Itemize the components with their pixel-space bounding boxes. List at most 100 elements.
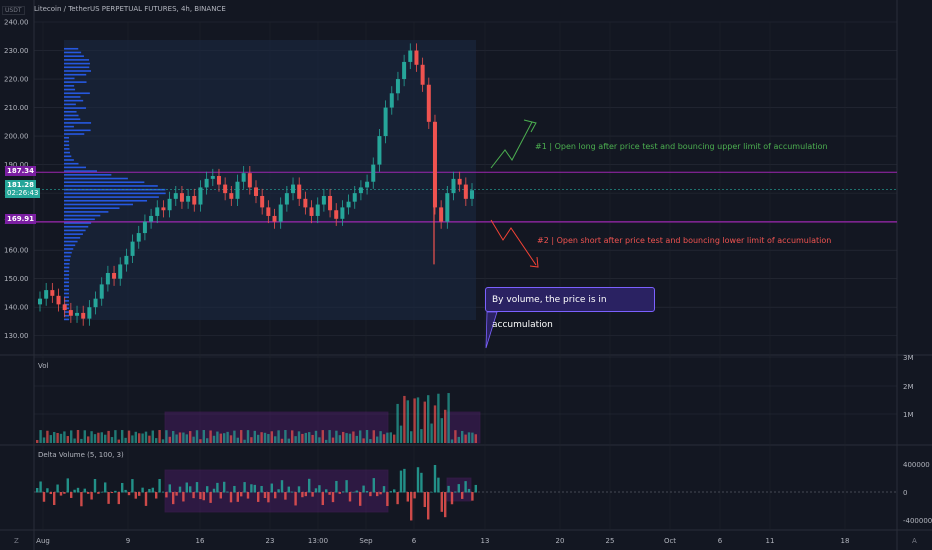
delta-bar: [107, 492, 109, 504]
candle-body: [427, 85, 431, 122]
candle-body: [81, 313, 85, 319]
volume-profile-bar: [64, 207, 119, 209]
delta-tick-label: 400000: [903, 461, 930, 469]
volume-bar: [237, 438, 239, 443]
auto-scale-button[interactable]: A: [912, 537, 917, 545]
volume-bar: [182, 433, 184, 443]
candle-body: [161, 207, 165, 210]
delta-accumulation-box: [165, 470, 388, 512]
delta-bar: [257, 492, 259, 502]
volume-bar: [271, 431, 273, 443]
countdown-label: 02:26:43: [5, 188, 40, 198]
delta-bar: [461, 492, 463, 499]
delta-bar: [243, 482, 245, 492]
volume-bar: [373, 430, 375, 443]
zoom-corner-button[interactable]: Z: [14, 537, 19, 545]
candle-body: [112, 273, 116, 279]
delta-bar: [407, 492, 409, 502]
candle-body: [266, 207, 270, 216]
x-tick-label: Oct: [664, 537, 676, 545]
delta-bar: [226, 492, 228, 493]
delta-bar: [475, 485, 477, 493]
volume-profile-bar: [64, 144, 69, 146]
volume-bar: [223, 433, 225, 443]
candle-body: [137, 233, 141, 242]
volume-bar: [342, 432, 344, 443]
delta-bar: [274, 492, 276, 498]
volume-bar: [169, 437, 171, 443]
vol-tick-label: 3M: [903, 354, 914, 362]
volume-profile-bar: [64, 289, 69, 291]
delta-bar: [169, 484, 171, 492]
volume-bar: [101, 432, 103, 443]
delta-bar: [390, 491, 392, 492]
volume-profile-bar: [64, 241, 78, 243]
volume-profile-bar: [64, 263, 70, 265]
delta-bar: [376, 492, 378, 496]
volume-bar: [339, 435, 341, 443]
delta-bar: [386, 492, 388, 506]
volume-bar: [451, 439, 453, 443]
volume-bar: [298, 431, 300, 443]
volume-bar: [250, 437, 252, 443]
x-tick-label: Sep: [359, 537, 373, 545]
volume-bar: [441, 418, 443, 443]
delta-bar: [444, 492, 446, 517]
volume-profile-bar: [64, 174, 111, 176]
chart-title: Litecoin / TetherUS PERPETUAL FUTURES, 4…: [34, 5, 226, 13]
candle-body: [390, 93, 394, 107]
volume-bar: [36, 440, 38, 443]
volume-profile-bar: [64, 267, 69, 269]
volume-bar: [53, 432, 55, 443]
delta-bar: [349, 492, 351, 501]
delta-bar: [141, 488, 143, 493]
volume-bar: [260, 432, 262, 443]
volume-bar: [437, 394, 439, 443]
candle-body: [445, 193, 449, 222]
delta-bar: [417, 467, 419, 492]
volume-bar: [141, 434, 143, 443]
volume-bar: [424, 402, 426, 443]
volume-bar: [454, 430, 456, 443]
x-tick-label: 6: [718, 537, 723, 545]
volume-profile-bar: [64, 111, 77, 113]
candle-body: [377, 136, 381, 165]
delta-bar: [267, 492, 269, 502]
delta-bar: [104, 482, 106, 492]
candle-body: [310, 207, 314, 216]
volume-bar: [138, 433, 140, 443]
volume-bar: [114, 430, 116, 443]
candle-body: [451, 179, 455, 193]
volume-profile-bar: [64, 92, 90, 94]
candle-body: [69, 310, 73, 316]
volume-bar: [111, 437, 113, 443]
volume-bar: [186, 434, 188, 443]
volume-profile-bar: [64, 293, 69, 295]
volume-profile-bar: [64, 48, 78, 50]
volume-bar: [155, 438, 157, 443]
x-tick-label: 23: [266, 537, 275, 545]
short-annotation: #2 | Open short after price test and bou…: [537, 236, 831, 245]
candle-body: [254, 187, 258, 196]
currency-label: USDT: [2, 6, 25, 15]
candle-body: [279, 205, 283, 222]
candle-body: [205, 179, 209, 188]
candle-body: [285, 193, 289, 204]
volume-bar: [158, 430, 160, 443]
volume-profile-bar: [64, 233, 83, 235]
delta-bar: [437, 478, 439, 493]
volume-bar: [90, 431, 92, 443]
delta-bar: [196, 482, 198, 492]
volume-profile-bar: [64, 200, 147, 202]
delta-bar: [441, 492, 443, 512]
delta-bar: [73, 490, 75, 493]
volume-bar: [73, 439, 75, 443]
volume-profile-bar: [64, 122, 91, 124]
candle-body: [75, 313, 79, 316]
delta-bar: [90, 492, 92, 500]
delta-bar: [471, 492, 473, 501]
delta-bar: [77, 488, 79, 493]
volume-bar: [104, 435, 106, 443]
candle-body: [124, 256, 128, 265]
